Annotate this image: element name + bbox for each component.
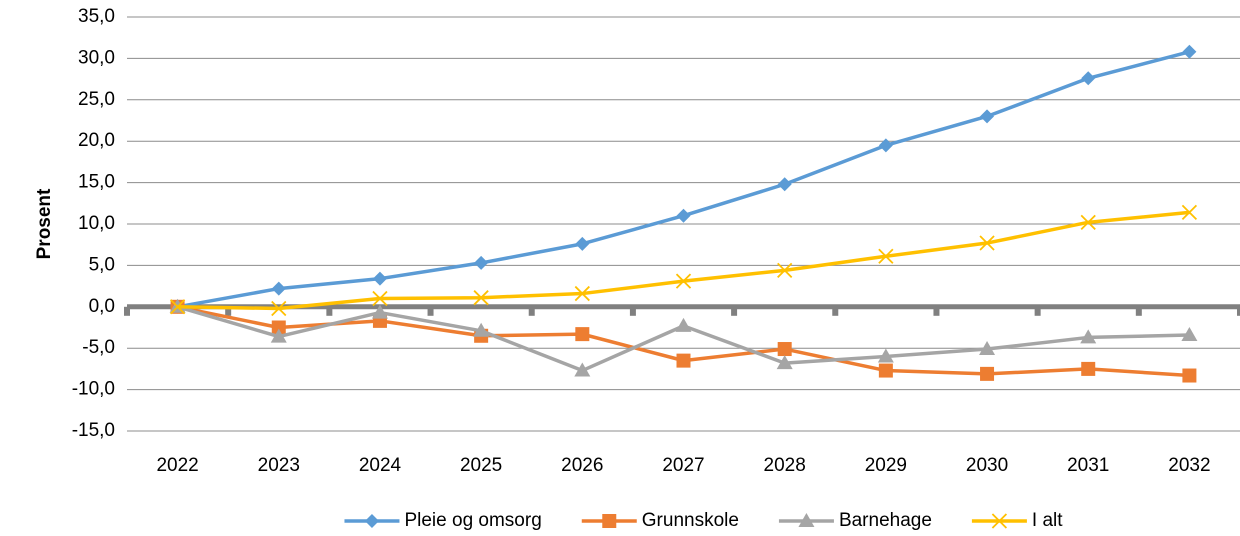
x-axis-tick <box>1135 306 1142 316</box>
x-tick-label: 2026 <box>561 455 603 476</box>
x-tick-label: 2024 <box>359 455 402 476</box>
marker <box>473 322 490 337</box>
legend-label: Grunnskole <box>642 510 739 531</box>
marker <box>1182 368 1197 383</box>
y-tick-label: -10,0 <box>72 379 115 400</box>
marker <box>877 348 894 363</box>
marker <box>169 299 186 315</box>
marker <box>372 290 388 307</box>
marker <box>1182 44 1197 59</box>
marker <box>1081 361 1096 376</box>
x-tick-label: 2031 <box>1067 455 1109 476</box>
x-tick-label: 2025 <box>460 455 502 476</box>
marker <box>602 514 617 528</box>
legend-label: Barnehage <box>839 510 932 531</box>
series-line <box>177 50 1190 309</box>
marker <box>777 262 793 279</box>
legend-item: Grunnskole <box>581 510 739 531</box>
legend: Pleie og omsorg Grunnskole Barnehage I alt <box>344 510 1063 531</box>
y-tick-label: 15,0 <box>78 172 115 193</box>
marker <box>979 235 995 251</box>
marker <box>364 514 379 528</box>
marker <box>271 320 286 335</box>
x-axis-tick <box>124 306 130 316</box>
marker <box>574 285 590 302</box>
marker <box>1080 214 1096 230</box>
y-tick-label: 25,0 <box>78 89 115 110</box>
marker <box>473 290 489 306</box>
marker <box>1081 71 1096 86</box>
x-tick-label: 2028 <box>764 455 806 476</box>
legend-item: I alt <box>971 510 1063 531</box>
marker <box>271 281 286 296</box>
marker <box>675 317 692 332</box>
x-tick-label: 2029 <box>865 455 907 476</box>
x-tick-label: 2023 <box>258 455 300 476</box>
marker <box>271 300 287 317</box>
legend-label: Pleie og omsorg <box>404 510 541 531</box>
marker <box>777 342 792 357</box>
x-axis-tick <box>832 306 839 316</box>
x-tick-label: 2030 <box>966 455 1008 476</box>
x-axis-tick <box>225 306 232 316</box>
marker <box>270 328 287 343</box>
marker <box>675 273 692 289</box>
marker <box>980 109 995 124</box>
marker <box>574 362 591 377</box>
y-axis-label: Prosent <box>34 188 55 259</box>
series-line <box>177 210 1190 311</box>
legend-label: I alt <box>1032 510 1063 531</box>
marker <box>798 513 815 527</box>
marker <box>776 355 793 370</box>
marker <box>991 513 1008 529</box>
y-tick-label: -5,0 <box>82 337 115 358</box>
marker <box>474 255 489 270</box>
y-tick-label: 20,0 <box>78 130 115 151</box>
marker <box>1181 326 1198 341</box>
marker <box>575 327 590 342</box>
marker <box>1181 204 1198 221</box>
marker <box>980 366 995 381</box>
x-axis-tick <box>933 306 940 316</box>
marker <box>372 271 387 286</box>
marker <box>1080 329 1097 344</box>
marker <box>979 341 996 356</box>
x-tick-label: 2032 <box>1168 455 1210 476</box>
x-axis-tick <box>629 306 636 316</box>
marker <box>878 248 894 264</box>
x-axis-tick <box>1034 306 1041 316</box>
y-tick-label: 10,0 <box>78 213 115 234</box>
y-tick-label: 30,0 <box>78 47 115 68</box>
y-tick-label: 5,0 <box>89 254 115 275</box>
x-axis-tick <box>1237 306 1240 316</box>
x-tick-label: 2027 <box>662 455 704 476</box>
legend-item: Barnehage <box>778 510 932 531</box>
y-tick-label: 35,0 <box>78 6 115 27</box>
x-axis-tick <box>731 306 738 316</box>
marker <box>676 353 691 368</box>
x-axis-tick <box>326 306 333 316</box>
marker <box>575 236 590 251</box>
marker <box>777 177 792 192</box>
marker <box>676 208 691 223</box>
y-tick-label: -15,0 <box>72 420 115 441</box>
x-axis-tick <box>528 306 535 316</box>
y-tick-label: 0,0 <box>89 296 115 317</box>
x-axis-tick <box>427 306 434 316</box>
marker <box>371 304 388 319</box>
marker <box>878 138 893 153</box>
x-tick-label: 2022 <box>156 455 198 476</box>
legend-item: Pleie og omsorg <box>344 510 542 531</box>
marker <box>878 363 893 378</box>
